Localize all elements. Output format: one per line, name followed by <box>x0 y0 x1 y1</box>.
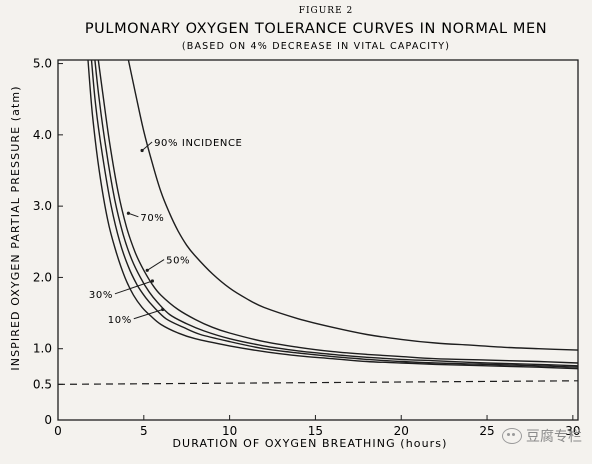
series-label-pointer <box>128 212 139 218</box>
plot-frame <box>57 59 579 421</box>
series-line <box>94 59 579 367</box>
series-label-pointer-tip <box>161 307 165 312</box>
figure-label: FIGURE 2 <box>299 6 354 16</box>
y-tick-label: 3.0 <box>33 199 52 213</box>
x-tick-label: 5 <box>140 424 148 438</box>
x-tick-label: 30 <box>565 424 580 438</box>
y-tick-label: 0.5 <box>33 377 52 391</box>
series-annotations: 90% INCIDENCE 70% 50% 30% 10% <box>89 138 242 326</box>
watermark-text: 豆腐专栏 <box>526 429 582 445</box>
axis-ticks: 0 5 10 15 20 25 30 0 0.5 1.0 2.0 3.0 4.0 5.0 <box>33 57 581 438</box>
reference-lines <box>57 380 579 385</box>
series-label-pointer-tip <box>145 268 149 272</box>
x-axis-label: DURATION OF OXYGEN BREATHING (hours) <box>172 437 447 450</box>
chart-title: PULMONARY OXYGEN TOLERANCE CURVES IN NOR… <box>85 21 547 37</box>
y-tick-label: 1.0 <box>33 342 52 356</box>
series-label-pointer-tip <box>140 148 144 153</box>
series-label-pointer-tip <box>150 279 154 283</box>
series-label-pointer <box>133 309 163 320</box>
series-line <box>127 59 579 351</box>
y-axis-label: INSPIRED OXYGEN PARTIAL PRESSURE (atm) <box>9 85 22 370</box>
x-tick-label: 10 <box>222 424 237 438</box>
y-tick-label: 4.0 <box>33 128 52 142</box>
series-line <box>90 59 579 368</box>
reference-line-dashed <box>57 380 579 385</box>
chart-subtitle: (BASED ON 4% DECREASE IN VITAL CAPACITY) <box>182 41 450 52</box>
y-tick-label: 5.0 <box>33 57 52 71</box>
series-label: 30% <box>89 290 113 301</box>
series-label: 10% <box>108 315 132 326</box>
series-line <box>87 59 579 370</box>
x-tick-label: 15 <box>308 424 323 438</box>
x-tick-label: 20 <box>394 424 409 438</box>
x-tick-label: 0 <box>54 424 62 438</box>
series-label: 70% <box>140 213 164 224</box>
series-label-pointer <box>141 141 153 151</box>
series-label-pointer <box>146 259 165 271</box>
series-label-pointer <box>114 280 153 295</box>
y-tick-label: 2.0 <box>33 270 52 284</box>
series-line <box>97 59 579 364</box>
y-tick-label: 0 <box>44 413 52 427</box>
series-label: 50% <box>166 256 190 267</box>
watermark: 豆腐专栏 <box>502 426 582 446</box>
series-label: 90% INCIDENCE <box>154 138 242 149</box>
chat-bubble-icon <box>502 428 522 444</box>
series-label-pointer-tip <box>126 211 130 215</box>
x-tick-label: 25 <box>479 424 494 438</box>
series-lines <box>87 59 579 370</box>
